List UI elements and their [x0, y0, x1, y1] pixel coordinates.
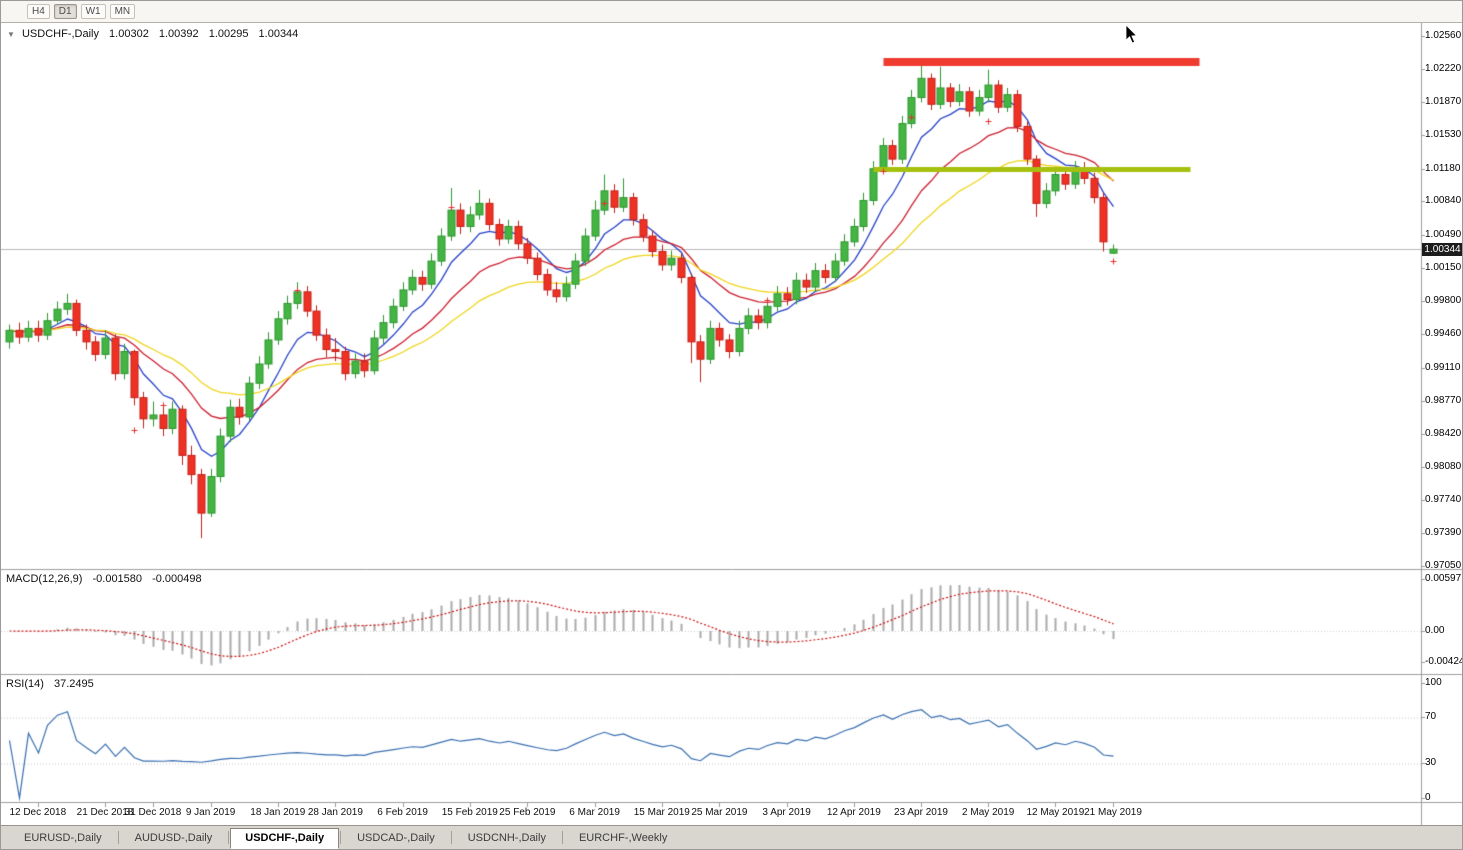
collapse-chart-icon[interactable]: ▼: [7, 30, 15, 39]
rsi-axis-label: 30: [1425, 757, 1437, 768]
macd-axis-label: 0.00597: [1425, 573, 1462, 584]
date-axis-label: 21 May 2019: [1084, 807, 1142, 818]
chart-header: ▼ USDCHF-,Daily 1.00302 1.00392 1.00295 …: [7, 28, 298, 40]
date-axis-label: 25 Mar 2019: [691, 807, 748, 818]
macd-indicator-label: MACD(12,26,9) -0.001580 -0.000498: [6, 573, 202, 585]
tab-separator: [117, 831, 119, 844]
timeframe-toolbar: H4 D1 W1 MN: [1, 1, 1462, 23]
price-axis-label: 1.00150: [1425, 262, 1462, 273]
rsi-axis-label: 70: [1425, 711, 1437, 722]
symbol-period-label: USDCHF-,Daily: [21, 28, 99, 40]
date-axis-label: 6 Mar 2019: [569, 807, 620, 818]
price-axis-label: 1.01180: [1425, 163, 1461, 174]
timeframe-button-d1[interactable]: D1: [53, 4, 77, 19]
high-value: 1.00392: [158, 28, 199, 40]
price-axis-label: 0.97050: [1425, 560, 1462, 571]
price-axis-label: 1.01530: [1425, 129, 1462, 140]
macd-axis-label: -0.004243: [1425, 656, 1462, 667]
rsi-indicator-label: RSI(14) 37.2495: [6, 678, 94, 690]
date-axis-label: 9 Jan 2019: [185, 807, 236, 818]
close-value: 1.00344: [258, 28, 299, 40]
open-value: 1.00302: [109, 28, 149, 40]
price-axis-label: 0.99460: [1425, 328, 1462, 339]
date-axis-label: 31 Dec 2018: [124, 807, 182, 818]
chart-tabs-bar: EURUSD-,Daily AUDUSD-,Daily USDCHF-,Daily U…: [1, 825, 1462, 849]
tab-separator: [450, 831, 452, 844]
tab-usdcad-daily[interactable]: USDCAD-,Daily: [357, 832, 435, 844]
rsi-value: 37.2495: [53, 678, 94, 690]
price-axis-label: 0.98080: [1425, 461, 1462, 472]
price-axis-label: 1.00490: [1425, 229, 1462, 240]
rsi-axis-label: 0: [1425, 792, 1431, 803]
tab-separator: [340, 831, 342, 844]
low-value: 1.00295: [208, 28, 249, 40]
date-axis-label: 21 Dec 2018: [76, 807, 134, 818]
price-axis-label: 0.98770: [1425, 395, 1462, 406]
timeframe-button-mn[interactable]: MN: [109, 4, 136, 19]
tab-audusd-daily[interactable]: AUDUSD-,Daily: [134, 832, 213, 844]
chart-canvas[interactable]: [1, 23, 1462, 827]
date-axis-label: 15 Feb 2019: [441, 807, 498, 818]
date-axis-label: 25 Feb 2019: [499, 807, 556, 818]
price-axis-label: 1.02560: [1425, 30, 1462, 41]
rsi-axis-label: 100: [1425, 677, 1442, 688]
date-axis-label: 2 May 2019: [962, 807, 1015, 818]
tab-separator: [561, 831, 563, 844]
date-axis-label: 12 May 2019: [1026, 807, 1085, 818]
price-axis-label: 0.97740: [1425, 494, 1462, 505]
price-axis-label: 0.97390: [1425, 527, 1462, 538]
macd-main-value: -0.001580: [92, 573, 143, 585]
timeframe-button-h4[interactable]: H4: [27, 4, 50, 19]
tab-separator: [228, 831, 230, 844]
rsi-name: RSI(14): [6, 678, 44, 690]
price-axis-label: 0.98420: [1425, 428, 1462, 439]
timeframe-button-w1[interactable]: W1: [80, 4, 106, 19]
price-axis-label: 0.99110: [1425, 362, 1461, 373]
mouse-cursor-icon: [1125, 24, 1139, 50]
date-axis-label: 3 Apr 2019: [762, 807, 811, 818]
tab-eurchf-weekly[interactable]: EURCHF-,Weekly: [578, 832, 668, 844]
date-axis-label: 12 Apr 2019: [826, 807, 881, 818]
date-axis-label: 15 Mar 2019: [633, 807, 690, 818]
tab-eurusd-daily[interactable]: EURUSD-,Daily: [24, 832, 102, 844]
date-axis-label: 23 Apr 2019: [894, 807, 948, 818]
tab-usdchf-daily[interactable]: USDCHF-,Daily: [230, 828, 340, 849]
chart-area: ▼ USDCHF-,Daily 1.00302 1.00392 1.00295 …: [1, 23, 1462, 827]
macd-name: MACD(12,26,9): [6, 573, 83, 585]
price-axis-label: 1.02220: [1425, 63, 1462, 74]
current-price-badge: 1.00344: [1422, 243, 1462, 256]
price-axis-label: 0.99800: [1425, 295, 1462, 306]
date-axis-label: 18 Jan 2019: [250, 807, 306, 818]
date-axis-label: 28 Jan 2019: [307, 807, 363, 818]
price-axis-label: 1.01870: [1425, 96, 1462, 107]
macd-signal-value: -0.000498: [152, 573, 202, 585]
macd-axis-label: 0.00: [1425, 625, 1445, 636]
tab-usdcnh-daily[interactable]: USDCNH-,Daily: [467, 832, 546, 844]
price-axis-label: 1.00840: [1425, 195, 1462, 206]
date-axis-label: 12 Dec 2018: [9, 807, 67, 818]
date-axis-label: 6 Feb 2019: [377, 807, 428, 818]
